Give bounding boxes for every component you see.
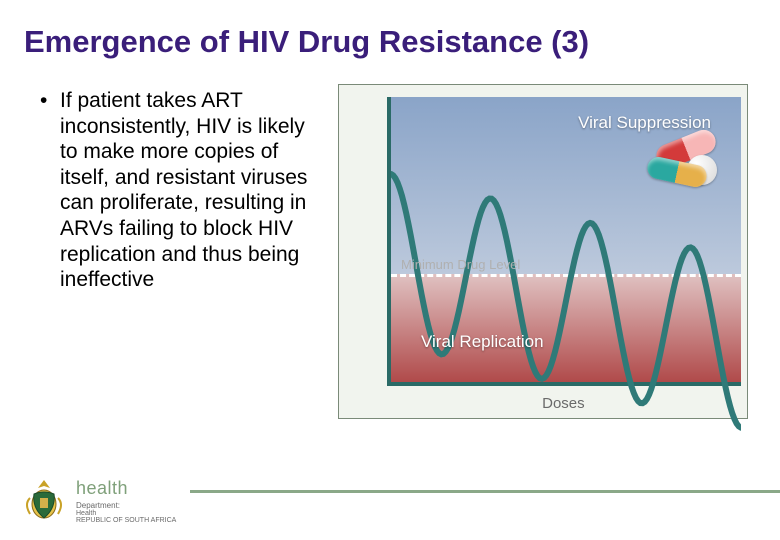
bullet-item: • If patient takes ART inconsistently, H… (40, 88, 320, 293)
dept-line2: Department: (76, 501, 176, 510)
coat-of-arms-icon (20, 474, 68, 522)
content-area: • If patient takes ART inconsistently, H… (0, 70, 780, 474)
slide: Emergence of HIV Drug Resistance (3) • I… (0, 0, 780, 540)
chart-plot: Viral Suppression Minimum Drug Level Vir… (387, 97, 741, 386)
dept-block: health Department: Health REPUBLIC OF SO… (76, 474, 176, 524)
replication-label: Viral Replication (421, 332, 544, 352)
bullet-text: If patient takes ART inconsistently, HIV… (60, 88, 320, 293)
chart-box: Drug Levels Doses Viral Suppression Mini… (338, 84, 748, 419)
chart-column: Drug Levels Doses Viral Suppression Mini… (338, 80, 762, 474)
dept-line3b: REPUBLIC OF SOUTH AFRICA (76, 517, 176, 524)
footer-rule (190, 490, 780, 493)
dept-word: health (76, 478, 176, 499)
slide-title: Emergence of HIV Drug Resistance (3) (0, 0, 780, 70)
bullet-marker: • (40, 88, 60, 293)
footer: health Department: Health REPUBLIC OF SO… (0, 474, 780, 540)
suppression-label: Viral Suppression (578, 113, 711, 133)
text-column: • If patient takes ART inconsistently, H… (40, 80, 320, 474)
pills-icon (645, 131, 737, 195)
dept-line3a: Health (76, 510, 176, 517)
min-level-label: Minimum Drug Level (401, 257, 520, 272)
